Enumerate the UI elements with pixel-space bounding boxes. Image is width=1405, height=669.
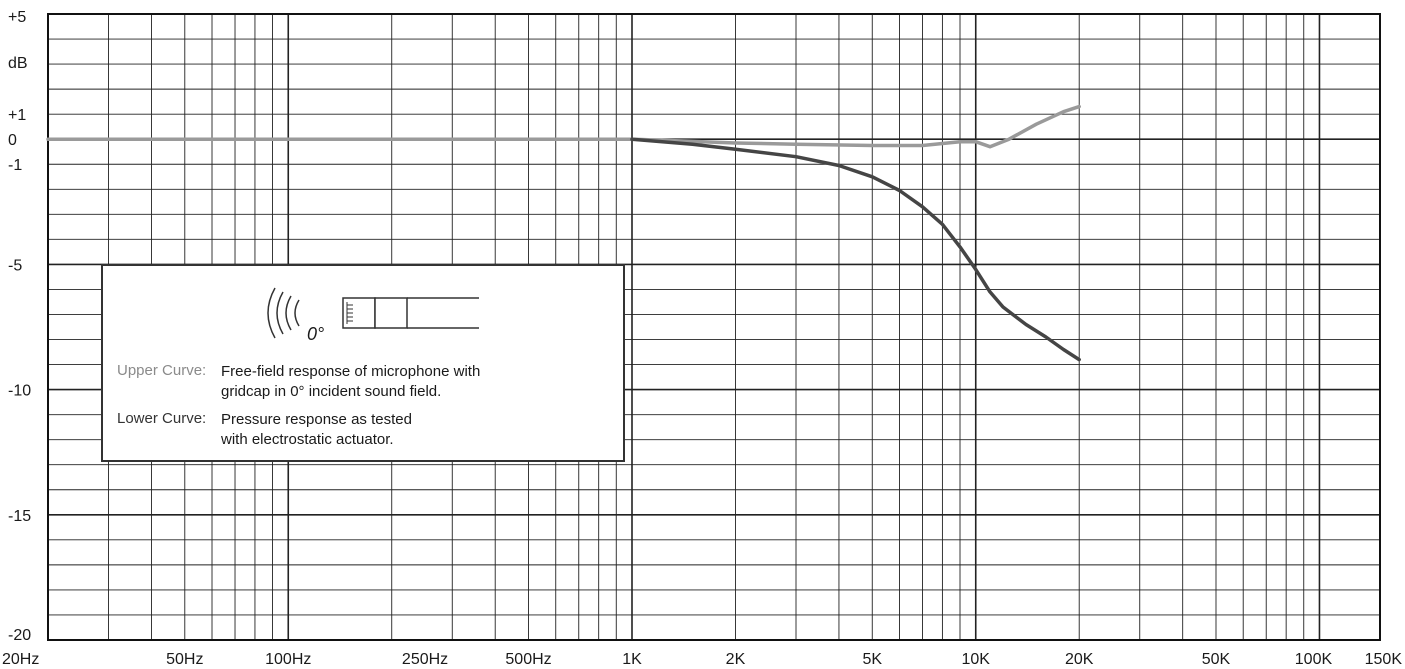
upper-curve-line (48, 107, 1079, 147)
x-tick-label: 2K (726, 651, 746, 668)
y-tick-label: -5 (8, 257, 22, 274)
legend-lower-row: Lower Curve: Pressure response as tested… (117, 410, 412, 450)
x-tick-label: 1K (622, 651, 642, 668)
y-tick-label: +5 (8, 9, 26, 26)
legend-lower-text-1: Pressure response as tested (221, 411, 412, 428)
x-tick-label: 10K (962, 651, 991, 668)
incidence-angle-label: 0° (307, 324, 324, 345)
x-tick-label: 20Hz (2, 651, 39, 668)
x-tick-label: 5K (862, 651, 882, 668)
x-tick-label: 20K (1065, 651, 1094, 668)
legend-upper-text-1: Free-field response of microphone with (221, 363, 480, 380)
y-tick-label: -10 (8, 383, 31, 400)
y-tick-label: -20 (8, 627, 31, 644)
x-tick-label: 150K (1365, 651, 1403, 668)
y-tick-labels: +5 +1 0 -1 -5 -10 -15 -20 (8, 9, 31, 644)
y-tick-label: -15 (8, 508, 31, 525)
legend-lower-text-2: with electrostatic actuator. (221, 431, 394, 448)
legend-box: 0° Upper Curve: Free-field response of m… (101, 264, 625, 462)
x-tick-labels: 20Hz 50Hz 100Hz 250Hz 500Hz 1K 2K 5K 10K 20K 50K 10… (2, 651, 1402, 668)
y-tick-label: -1 (8, 157, 22, 174)
legend-upper-label: Upper Curve: (117, 362, 221, 402)
x-tick-label: 500Hz (505, 651, 551, 668)
x-tick-label: 250Hz (402, 651, 448, 668)
y-tick-label: +1 (8, 107, 26, 124)
legend-upper-text-2: gridcap in 0° incident sound field. (221, 383, 441, 400)
lower-curve-line (632, 139, 1079, 359)
x-tick-label: 100K (1295, 651, 1333, 668)
legend-lower-label: Lower Curve: (117, 410, 221, 450)
legend-upper-row: Upper Curve: Free-field response of micr… (117, 362, 480, 402)
x-tick-label: 50K (1202, 651, 1231, 668)
microphone-icon (253, 278, 593, 348)
y-axis-label: dB (8, 55, 28, 72)
x-tick-label: 100Hz (265, 651, 311, 668)
y-tick-label: 0 (8, 132, 17, 149)
x-tick-label: 50Hz (166, 651, 203, 668)
